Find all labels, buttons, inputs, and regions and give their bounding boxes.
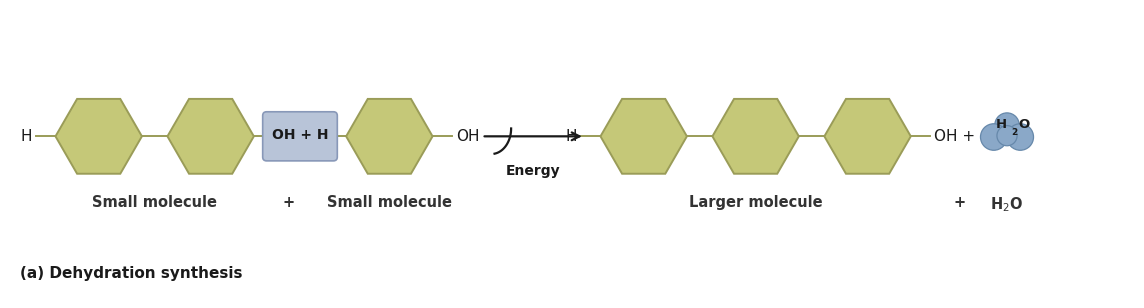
Text: Small molecule: Small molecule [93, 195, 217, 210]
Text: +: + [954, 195, 966, 210]
Polygon shape [347, 99, 432, 174]
FancyBboxPatch shape [263, 112, 337, 161]
Text: H: H [21, 129, 32, 144]
Text: Small molecule: Small molecule [327, 195, 452, 210]
Polygon shape [601, 99, 686, 174]
Text: H$_2$O: H$_2$O [991, 195, 1024, 214]
Text: 2: 2 [1011, 128, 1017, 137]
Circle shape [995, 113, 1019, 137]
Text: O: O [1019, 118, 1030, 131]
Text: Energy: Energy [506, 164, 561, 178]
Text: OH + H: OH + H [272, 128, 328, 142]
Text: (a) Dehydration synthesis: (a) Dehydration synthesis [21, 266, 243, 281]
Circle shape [1007, 124, 1033, 150]
Text: OH +: OH + [935, 129, 976, 144]
Circle shape [980, 124, 1007, 150]
Polygon shape [167, 99, 254, 174]
Polygon shape [825, 99, 911, 174]
Text: OH: OH [456, 129, 479, 144]
Text: H: H [995, 118, 1007, 131]
Text: +: + [283, 195, 294, 210]
Polygon shape [56, 99, 142, 174]
Text: Larger molecule: Larger molecule [689, 195, 823, 210]
Circle shape [996, 126, 1017, 146]
Polygon shape [713, 99, 799, 174]
Text: H: H [565, 129, 577, 144]
